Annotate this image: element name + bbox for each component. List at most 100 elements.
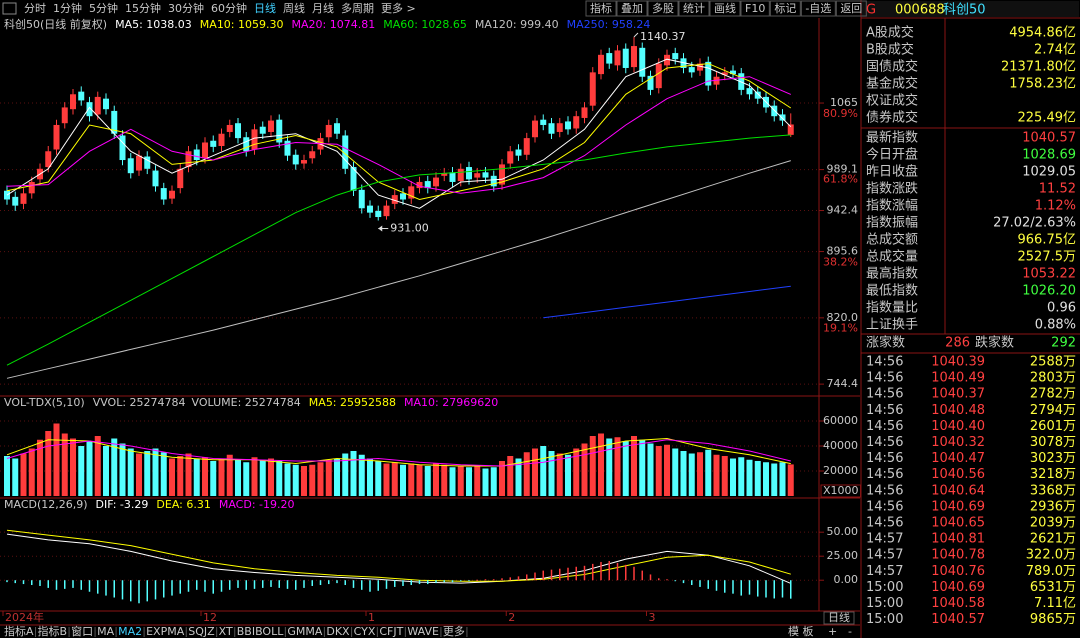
bottom-tab[interactable]: 更多 xyxy=(443,624,465,638)
period-tab[interactable]: 多周期 xyxy=(341,1,374,15)
macd-bar xyxy=(410,580,412,586)
stat-value: 1053.22 xyxy=(1022,267,1076,282)
candle-body xyxy=(589,72,596,106)
period-tab[interactable]: 1分钟 xyxy=(53,1,82,15)
volume-bar xyxy=(243,462,250,496)
volume-bar xyxy=(177,456,184,496)
bottom-tab[interactable]: BBIBOLL xyxy=(237,625,284,638)
tool-button[interactable]: -自选 xyxy=(805,2,831,15)
volume-bar xyxy=(259,459,266,496)
macd-bar xyxy=(138,580,140,604)
tool-button[interactable]: 指标 xyxy=(590,1,612,15)
volume-bar xyxy=(754,461,761,496)
period-tab[interactable]: 更多 > xyxy=(381,1,416,15)
macd-bar xyxy=(154,580,157,600)
macd-bar xyxy=(476,579,478,581)
x-tick-label: 2 xyxy=(508,611,515,624)
tool-button-frame xyxy=(709,0,741,17)
x-tick-label: 2024年 xyxy=(5,610,44,624)
trade-volume: 2803万 xyxy=(1030,371,1076,386)
y-tick-label: 942.4 xyxy=(827,204,859,217)
macd-bar xyxy=(64,580,66,589)
tool-button[interactable]: 叠加 xyxy=(621,2,643,15)
candle-body xyxy=(259,126,266,134)
stat-value: 0.96 xyxy=(1047,301,1076,316)
period-tab[interactable]: 60分钟 xyxy=(211,1,247,15)
tool-button-frame xyxy=(769,0,801,17)
candle-body xyxy=(532,120,538,138)
bottom-tab[interactable]: GMMA xyxy=(287,625,323,638)
bottom-tab[interactable]: 指标B xyxy=(38,624,68,638)
macd-bar xyxy=(361,580,363,590)
period-frame xyxy=(823,611,855,625)
trade-volume: 2936万 xyxy=(1030,499,1076,514)
bottom-tab[interactable]: 窗口 xyxy=(71,624,93,638)
volume-bar xyxy=(185,453,192,496)
breadth-label: 涨家数 xyxy=(866,335,905,351)
bottom-button[interactable]: - xyxy=(848,625,852,638)
stat-label: 最低指数 xyxy=(866,284,918,299)
tool-button[interactable]: 返回 xyxy=(840,2,862,15)
tool-button[interactable]: 标记 xyxy=(774,1,796,15)
macd-bar xyxy=(600,561,602,581)
period-tab[interactable]: 15分钟 xyxy=(125,1,161,15)
indicator-line xyxy=(6,437,791,467)
annotation-leader xyxy=(633,32,639,38)
macd-bar xyxy=(757,580,759,597)
bottom-tab[interactable]: CFJT xyxy=(379,625,403,638)
candle-body xyxy=(309,151,316,159)
trade-price: 1040.65 xyxy=(931,516,985,531)
bottom-tab[interactable]: EXPMA xyxy=(146,625,185,638)
period-tab[interactable]: 30分钟 xyxy=(168,1,204,15)
trade-volume: 2601万 xyxy=(1030,419,1076,434)
candle-body xyxy=(292,154,299,165)
tool-button[interactable]: F10 xyxy=(745,2,765,15)
volume-bar xyxy=(424,466,431,496)
candle-body xyxy=(152,170,159,187)
indicator-line xyxy=(6,529,791,582)
tool-button[interactable]: 画线 xyxy=(714,1,736,15)
bottom-button[interactable]: 模 板 xyxy=(788,624,814,638)
candle-body xyxy=(771,105,778,117)
candle-body xyxy=(688,67,695,73)
volume-bar xyxy=(144,451,151,496)
volume-bar xyxy=(45,431,52,496)
bottom-tab[interactable]: WAVE xyxy=(407,625,439,638)
macd-bar xyxy=(352,580,355,588)
period-tab[interactable]: 日线 xyxy=(254,1,276,15)
stat-label: 总成交额 xyxy=(866,232,918,248)
macd-bar xyxy=(146,580,148,602)
volume-bar xyxy=(672,448,679,496)
bottom-tab[interactable]: CYX xyxy=(354,625,376,638)
indicator-line xyxy=(6,63,792,201)
menu-icon[interactable] xyxy=(2,2,17,15)
tool-button[interactable]: 多股 xyxy=(652,1,674,15)
period-tab[interactable]: 周线 xyxy=(283,1,305,15)
bottom-tab[interactable]: SQJZ xyxy=(188,625,215,638)
tool-button[interactable]: 统计 xyxy=(683,2,705,15)
candle-body xyxy=(103,98,109,110)
trade-price: 1040.48 xyxy=(931,403,985,418)
bottom-tab[interactable]: MA xyxy=(97,625,114,638)
trade-price: 1040.69 xyxy=(931,499,985,514)
bottom-tab[interactable]: XT xyxy=(219,625,233,638)
volume-bar xyxy=(647,443,654,496)
candle-body xyxy=(276,119,283,143)
bottom-tab[interactable]: 指标A xyxy=(4,624,34,638)
trade-price: 1040.47 xyxy=(931,451,985,466)
period-tab[interactable]: 5分钟 xyxy=(89,1,118,15)
candle-body xyxy=(672,53,679,60)
bottom-button[interactable]: + xyxy=(828,625,837,638)
stat-value: 0.88% xyxy=(1035,318,1076,333)
volume-bar xyxy=(556,453,563,496)
candle-body xyxy=(540,119,547,125)
period-tab[interactable]: 分时 xyxy=(24,2,46,15)
bottom-tab[interactable]: MA2 xyxy=(118,625,142,638)
stat-value: 225.49亿 xyxy=(1018,111,1077,126)
candle-body xyxy=(400,193,406,200)
candle-body xyxy=(12,196,19,206)
macd-bar xyxy=(229,580,231,590)
bottom-tab[interactable]: DKX xyxy=(326,625,350,638)
period-tab[interactable]: 月线 xyxy=(312,1,334,15)
volume-bar xyxy=(631,436,637,496)
